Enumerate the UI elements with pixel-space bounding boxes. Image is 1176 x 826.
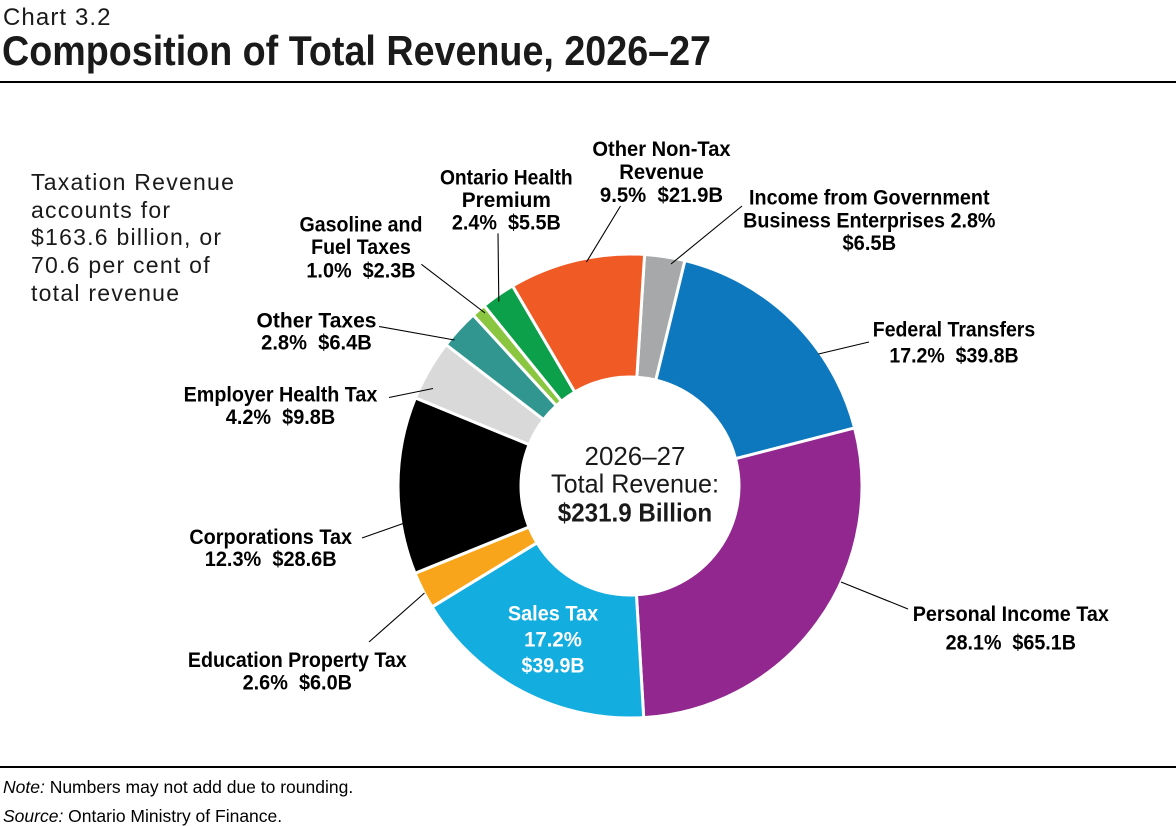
svg-text:2026–27: 2026–27 <box>585 441 686 471</box>
svg-text:Education Property Tax: Education Property Tax <box>188 649 407 672</box>
svg-text:$6.5B: $6.5B <box>843 232 897 255</box>
svg-text:17.2%: 17.2% <box>524 628 582 651</box>
svg-text:17.2% $39.8B: 17.2% $39.8B <box>889 345 1018 368</box>
svg-text:Corporations Tax: Corporations Tax <box>189 526 352 549</box>
svg-text:Total Revenue:: Total Revenue: <box>551 469 719 499</box>
svg-text:Premium: Premium <box>462 189 551 212</box>
svg-text:Other Taxes: Other Taxes <box>257 310 377 333</box>
svg-text:1.0% $2.3B: 1.0% $2.3B <box>306 259 415 282</box>
svg-text:Other Non-Tax: Other Non-Tax <box>592 138 730 161</box>
svg-text:Federal Transfers: Federal Transfers <box>873 318 1035 341</box>
svg-text:2.4% $5.5B: 2.4% $5.5B <box>452 211 561 234</box>
svg-text:2.8% $6.4B: 2.8% $6.4B <box>261 331 372 354</box>
svg-text:12.3% $28.6B: 12.3% $28.6B <box>205 548 337 571</box>
svg-text:4.2% $9.8B: 4.2% $9.8B <box>226 406 335 429</box>
svg-text:28.1% $65.1B: 28.1% $65.1B <box>946 631 1076 654</box>
svg-text:Sales Tax: Sales Tax <box>508 602 599 625</box>
svg-text:Ontario Health: Ontario Health <box>440 167 573 190</box>
svg-text:$231.9 Billion: $231.9 Billion <box>558 497 712 527</box>
svg-text:Revenue: Revenue <box>619 161 704 184</box>
svg-text:$39.9B: $39.9B <box>522 655 585 678</box>
svg-text:Gasoline and: Gasoline and <box>300 214 423 237</box>
svg-text:Employer Health Tax: Employer Health Tax <box>184 384 378 407</box>
svg-text:Personal Income Tax: Personal Income Tax <box>913 603 1109 626</box>
svg-text:Fuel Taxes: Fuel Taxes <box>311 236 411 259</box>
svg-text:Business Enterprises 2.8%: Business Enterprises 2.8% <box>743 209 996 232</box>
svg-text:Income from Government: Income from Government <box>749 187 990 210</box>
svg-text:9.5% $21.9B: 9.5% $21.9B <box>600 184 723 207</box>
svg-text:2.6% $6.0B: 2.6% $6.0B <box>243 672 352 695</box>
